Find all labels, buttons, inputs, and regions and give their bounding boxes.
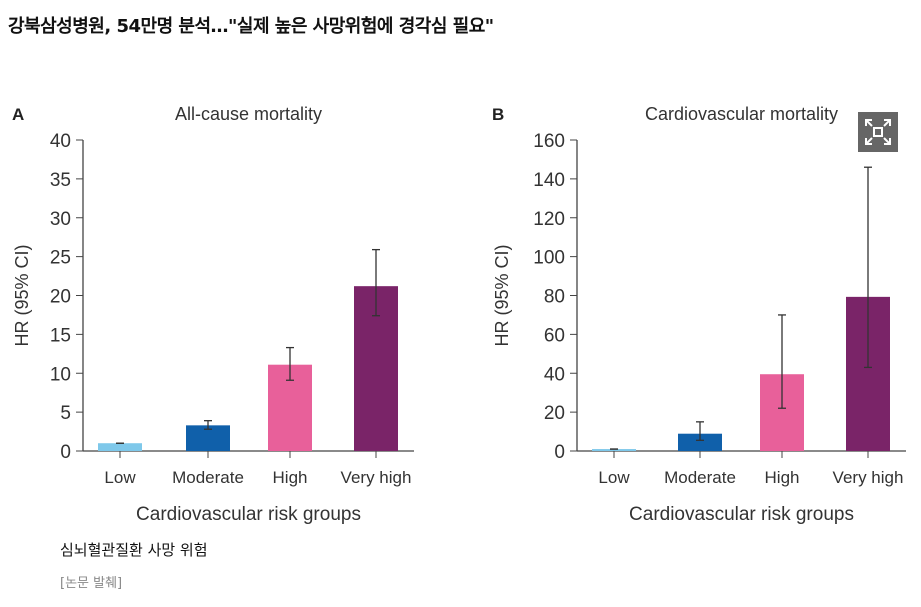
y-tick-label: 40 [50, 131, 71, 152]
y-tick-label: 0 [60, 442, 71, 463]
x-axis-label: Cardiovascular risk groups [629, 504, 854, 525]
y-tick-label: 10 [50, 364, 71, 385]
y-tick-label: 25 [50, 248, 71, 269]
x-tick-label: High [273, 468, 308, 487]
image-source: [논문 발췌] [60, 576, 123, 591]
x-tick-label: Low [598, 468, 630, 487]
x-tick-label: Moderate [664, 468, 736, 487]
x-tick-label: Very high [833, 468, 904, 487]
image-caption: 심뇌혈관질환 사망 위험 [60, 541, 208, 559]
y-tick-label: 15 [50, 325, 71, 346]
y-tick-label: 20 [50, 287, 71, 308]
chart-all-cause-mortality: A All-cause mortality 0 5 10 15 20 25 30 35 40 HR (… [12, 104, 414, 525]
y-tick-label: 20 [544, 403, 565, 424]
y-tick-label: 35 [50, 170, 71, 191]
y-tick-label: 0 [554, 442, 565, 463]
chart-title: All-cause mortality [175, 104, 322, 124]
y-tick-label: 100 [533, 248, 565, 269]
panel-label: B [492, 105, 504, 124]
bar-low [98, 443, 142, 451]
y-tick-label: 60 [544, 325, 565, 346]
y-axis-label: HR (95% CI) [12, 244, 32, 346]
y-tick-label: 120 [533, 209, 565, 230]
y-tick-label: 30 [50, 209, 71, 230]
x-tick-label: High [765, 468, 800, 487]
chart-cardiovascular-mortality: B Cardiovascular mortality 0 20 40 60 80 100 120… [492, 104, 906, 525]
headline: 강북삼성병원, 54만명 분석…"실제 높은 사망위험에 경각심 필요" [8, 16, 494, 37]
chart-title: Cardiovascular mortality [645, 104, 838, 124]
panel-label: A [12, 105, 24, 124]
x-axis-label: Cardiovascular risk groups [136, 504, 361, 525]
y-tick-label: 5 [60, 403, 71, 424]
x-tick-label: Moderate [172, 468, 244, 487]
y-axis-label: HR (95% CI) [492, 244, 512, 346]
y-tick-label: 80 [544, 287, 565, 308]
bar-low [592, 449, 636, 451]
y-tick-label: 160 [533, 131, 565, 152]
expand-button[interactable] [858, 112, 898, 152]
expand-icon [865, 119, 891, 145]
y-tick-label: 140 [533, 170, 565, 191]
x-tick-label: Low [104, 468, 136, 487]
bar-moderate [678, 433, 722, 451]
x-tick-label: Very high [341, 468, 412, 487]
y-tick-label: 40 [544, 364, 565, 385]
